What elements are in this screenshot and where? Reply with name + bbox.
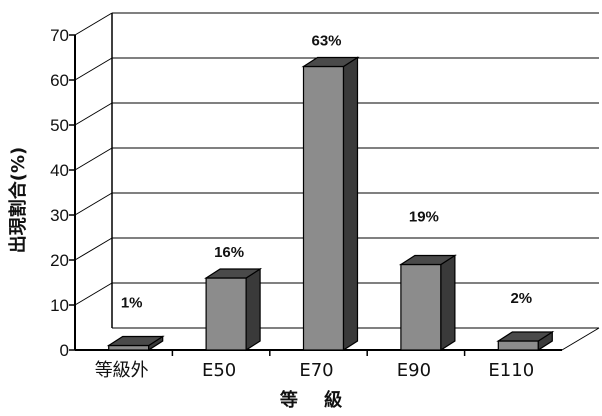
bar-top — [204, 268, 263, 279]
bar-top — [496, 331, 555, 342]
data-label: 16% — [214, 244, 244, 261]
gridline-side — [74, 57, 113, 81]
bar-side — [245, 267, 261, 352]
y-tick-label: 60 — [50, 71, 69, 90]
floor-right-edge — [561, 327, 600, 351]
gridline-side — [74, 147, 113, 171]
y-tick-label: 70 — [50, 26, 69, 45]
y-axis-label: 出現割合(%) — [7, 147, 29, 254]
bar-front — [400, 263, 442, 351]
x-tick-label: E90 — [397, 360, 431, 381]
gridline-side — [74, 237, 113, 261]
gridline-side — [74, 282, 113, 306]
x-tick-label: E70 — [299, 360, 333, 381]
x-axis-label: 等 級 — [280, 389, 352, 411]
data-label: 2% — [510, 290, 532, 307]
bar — [106, 335, 165, 352]
y-tick-label: 20 — [50, 251, 69, 270]
gridline-side — [74, 12, 113, 36]
gridline-side — [74, 102, 113, 126]
data-label: 63% — [311, 33, 341, 50]
y-tick-label: 30 — [50, 206, 69, 225]
data-label: 19% — [409, 209, 439, 226]
data-labels: 1% 16% 63% 19% 2% — [121, 33, 532, 312]
bar-side — [440, 254, 456, 352]
gridline-side — [74, 192, 113, 216]
bars — [106, 56, 555, 352]
x-tick-label: 等級外 — [95, 360, 149, 381]
bar — [398, 254, 457, 352]
y-tick-labels: 0 10 20 30 40 50 60 70 — [50, 26, 69, 360]
bar-front — [108, 344, 150, 351]
bar-top — [106, 335, 165, 347]
bar-top — [301, 56, 360, 68]
x-tick-labels: 等級外 E50 E70 E90 E110 — [95, 360, 534, 381]
bar-front — [205, 277, 247, 351]
data-label: 1% — [121, 295, 143, 312]
bar-top — [398, 254, 457, 266]
bar-front — [302, 65, 345, 351]
x-tick-label: E110 — [488, 360, 534, 381]
y-tick-label: 10 — [50, 296, 69, 315]
bar-side — [342, 56, 359, 352]
bar-front — [497, 340, 539, 351]
y-tick-label: 40 — [50, 161, 69, 180]
bar — [301, 56, 360, 352]
bar — [204, 267, 263, 352]
y-tick-label: 0 — [60, 341, 69, 360]
x-tick-label: E50 — [202, 360, 236, 381]
y-tick-label: 50 — [50, 116, 69, 135]
bar — [496, 330, 555, 352]
